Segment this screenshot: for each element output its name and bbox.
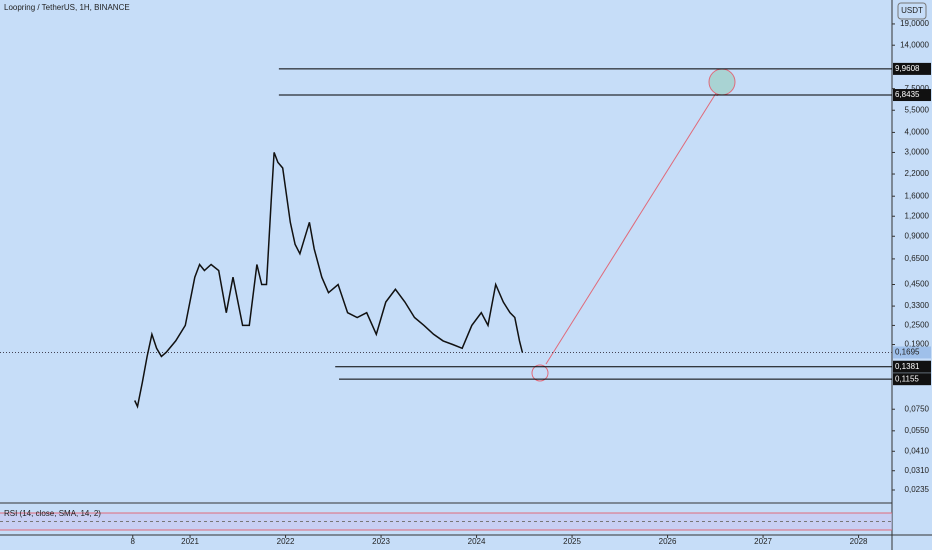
- level-label: 0,1155: [895, 374, 919, 383]
- x-tick-label: 2027: [754, 537, 772, 546]
- x-tick-label: 2021: [181, 537, 199, 546]
- x-tick-label: 2028: [850, 537, 868, 546]
- y-tick-label: 1,2000: [905, 211, 930, 220]
- entry-circle: [531, 364, 549, 382]
- y-tick-label: 0,2500: [905, 321, 930, 330]
- y-tick-label: 2,2000: [905, 169, 930, 178]
- level-box: [893, 360, 931, 373]
- y-tick-label: 0,0310: [905, 466, 930, 475]
- y-tick-label: 0,3300: [905, 301, 930, 310]
- price-line: [134, 152, 524, 409]
- level-box: [893, 373, 931, 386]
- y-tick-label: 0,1900: [905, 340, 930, 349]
- level-label: 0,1381: [895, 362, 920, 371]
- x-tick-label: 2024: [468, 537, 486, 546]
- y-tick-label: 0,0235: [905, 485, 930, 494]
- current-price-box: [893, 346, 931, 359]
- y-tick-label: 4,0000: [905, 128, 930, 137]
- target-circle: [708, 68, 736, 96]
- currency-button[interactable]: [897, 2, 927, 20]
- level-label: 9,9608: [895, 64, 920, 73]
- x-tick-label: 8: [131, 537, 136, 546]
- x-tick-label: 2025: [563, 537, 581, 546]
- level-label: 6,8435: [895, 90, 920, 99]
- y-tick-label: 0,0750: [905, 404, 930, 413]
- y-tick-label: 0,0410: [905, 446, 930, 455]
- y-tick-label: 1,6000: [905, 191, 930, 200]
- y-tick-label: 3,0000: [905, 148, 930, 157]
- currency-label[interactable]: USDT: [901, 6, 923, 15]
- projection-arrow: [545, 89, 719, 365]
- chart-title: Loopring / TetherUS, 1H, BINANCE: [4, 3, 130, 12]
- y-tick-label: 0,4500: [905, 280, 930, 289]
- x-tick-label: 2026: [659, 537, 677, 546]
- y-tick-label: 14,0000: [900, 40, 929, 49]
- level-box: [893, 89, 931, 102]
- rsi-label: RSI (14, close, SMA, 14, 2): [4, 509, 101, 518]
- x-tick-label: 2023: [372, 537, 390, 546]
- y-tick-label: 19,0000: [900, 19, 929, 28]
- y-tick-label: 0,6500: [905, 254, 930, 263]
- y-tick-label: 7,5000: [905, 84, 930, 93]
- x-tick-label: 2022: [277, 537, 295, 546]
- y-tick-label: 5,5000: [905, 105, 930, 114]
- y-tick-label: 0,0550: [905, 426, 930, 435]
- level-box: [893, 62, 931, 75]
- y-tick-label: 0,9000: [905, 231, 930, 240]
- current-price-label: 0,1695: [895, 348, 920, 357]
